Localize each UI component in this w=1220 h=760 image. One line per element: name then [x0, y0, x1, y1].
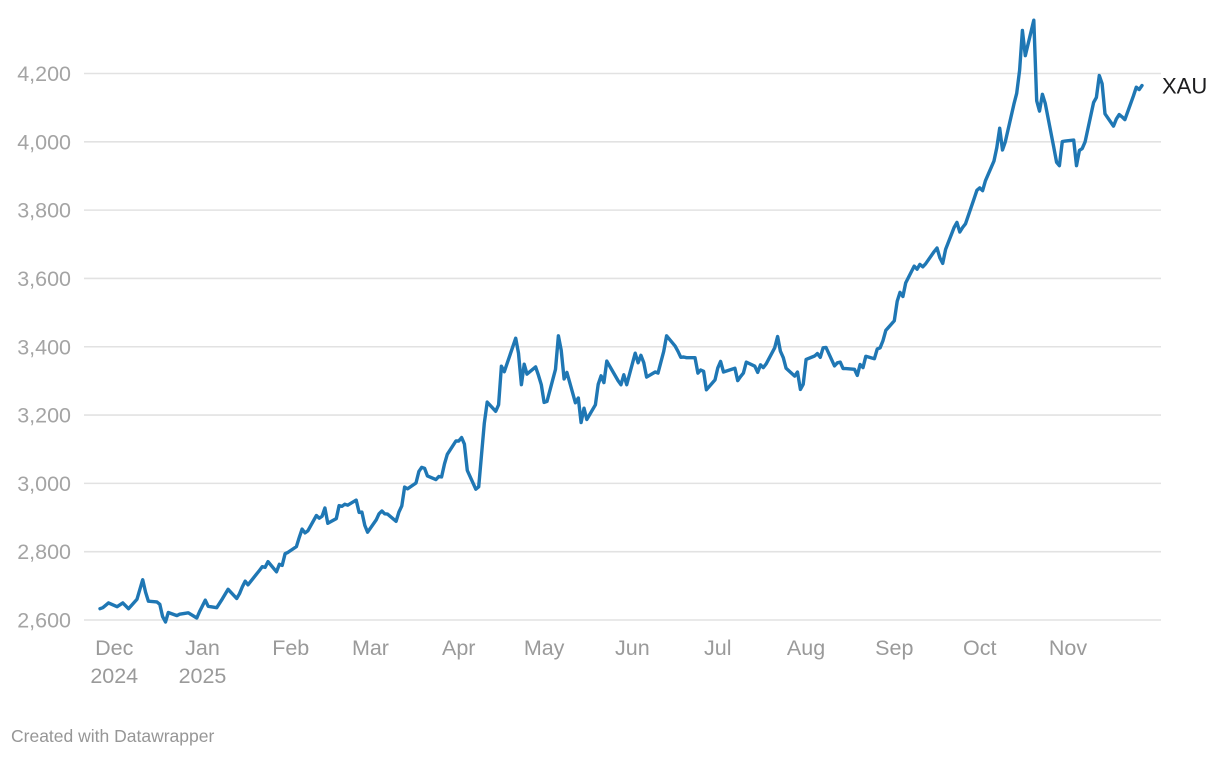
y-axis-labels: 2,600 2,800 3,000 3,200 3,400 3,600 3,800 4,000… [17, 62, 71, 633]
x-tick-label: Apr [442, 636, 475, 660]
gridlines [84, 72, 1161, 621]
attribution-link[interactable]: Created with Datawrapper [11, 726, 215, 746]
y-tick-label: 3,200 [17, 404, 71, 428]
y-tick-label: 3,400 [17, 335, 71, 359]
y-tick-label: 3,600 [17, 267, 71, 291]
y-tick-label: 2,600 [17, 609, 71, 633]
x-tick-label: Sep [875, 636, 913, 660]
x-tick-label: Oct [963, 636, 996, 660]
x-tick-label: Feb [272, 636, 309, 660]
x-tick-label: Jun [615, 636, 650, 660]
x-axis-labels: Dec 2024 Jan 2025 Feb Mar Apr May Jun Jul Aug Sep Oc… [90, 636, 1087, 688]
xau-price-line [98, 18, 1144, 624]
x-tick-label: May [524, 636, 565, 660]
series-label-xau: XAU [1162, 73, 1207, 98]
x-tick-label: Dec [95, 636, 133, 660]
x-tick-label: Jan [185, 636, 220, 660]
y-tick-label: 4,200 [17, 62, 71, 86]
y-tick-label: 4,000 [17, 130, 71, 154]
x-tick-label: Nov [1049, 636, 1087, 660]
x-tick-label: Aug [787, 636, 825, 660]
x-tick-year-label: 2025 [179, 664, 227, 688]
y-tick-label: 3,000 [17, 472, 71, 496]
x-tick-label: Mar [352, 636, 389, 660]
x-tick-label: Jul [704, 636, 731, 660]
line-chart-svg: 2,600 2,800 3,000 3,200 3,400 3,600 3,800 4,000… [17, 18, 1207, 688]
y-tick-label: 3,800 [17, 199, 71, 223]
x-tick-year-label: 2024 [90, 664, 138, 688]
y-tick-label: 2,800 [17, 540, 71, 564]
